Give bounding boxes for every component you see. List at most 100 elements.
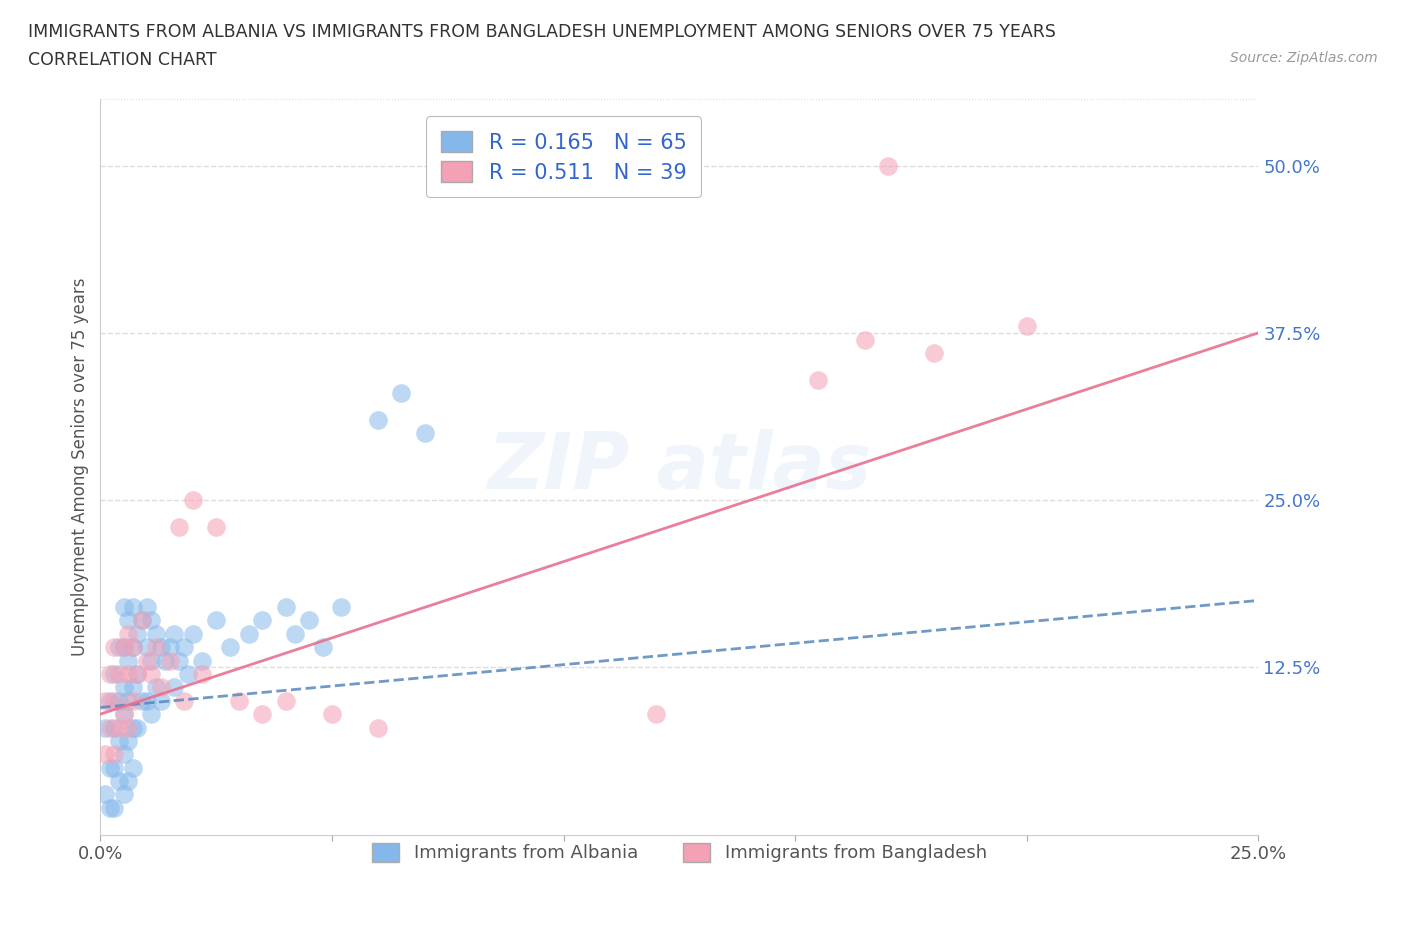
Point (108, 667, 131, 682)
Point (127, 627, 149, 642)
Point (117, 667, 139, 682)
Point (117, 774, 139, 789)
Point (108, 720, 131, 735)
Point (807, 372, 830, 387)
Point (159, 653, 181, 668)
Point (173, 694, 195, 709)
Point (149, 694, 172, 709)
Point (108, 774, 131, 789)
Text: Source: ZipAtlas.com: Source: ZipAtlas.com (1230, 51, 1378, 65)
Point (131, 694, 153, 709)
Point (135, 694, 157, 709)
Point (177, 667, 200, 682)
Point (167, 653, 190, 668)
Point (252, 707, 274, 722)
Point (108, 640, 131, 655)
Point (103, 720, 125, 735)
Point (121, 720, 143, 735)
Point (181, 493, 204, 508)
Point (413, 426, 436, 441)
Point (205, 519, 228, 534)
Point (127, 667, 149, 682)
Point (219, 640, 242, 655)
Point (108, 694, 131, 709)
Point (922, 345, 945, 360)
Point (121, 760, 143, 775)
Point (127, 720, 149, 735)
Point (112, 640, 135, 655)
Point (121, 640, 143, 655)
Point (163, 680, 186, 695)
Text: IMMIGRANTS FROM ALBANIA VS IMMIGRANTS FROM BANGLADESH UNEMPLOYMENT AMONG SENIORS: IMMIGRANTS FROM ALBANIA VS IMMIGRANTS FR… (28, 23, 1056, 41)
Point (876, 158, 898, 173)
Y-axis label: Unemployment Among Seniors over 75 years: Unemployment Among Seniors over 75 years (72, 277, 89, 656)
Point (98, 720, 121, 735)
Point (135, 653, 157, 668)
Point (135, 600, 157, 615)
Point (112, 600, 135, 615)
Point (367, 412, 389, 427)
Point (645, 707, 668, 722)
Point (284, 627, 307, 642)
Point (103, 747, 125, 762)
Point (112, 707, 135, 722)
Point (117, 613, 139, 628)
Point (135, 640, 157, 655)
Point (117, 720, 139, 735)
Point (141, 653, 163, 668)
Point (159, 640, 181, 655)
Point (853, 332, 876, 347)
Point (155, 653, 177, 668)
Text: ZIP atlas: ZIP atlas (488, 429, 872, 505)
Point (103, 694, 125, 709)
Point (121, 600, 143, 615)
Point (98, 801, 121, 816)
Point (131, 613, 153, 628)
Point (330, 600, 353, 615)
Point (145, 627, 167, 642)
Point (1015, 319, 1038, 334)
Point (252, 613, 274, 628)
Point (103, 667, 125, 682)
Point (117, 653, 139, 668)
Point (238, 627, 260, 642)
Point (298, 613, 321, 628)
Point (121, 640, 143, 655)
Point (145, 680, 167, 695)
Point (141, 667, 163, 682)
Point (228, 694, 250, 709)
Point (117, 627, 139, 642)
Point (274, 694, 297, 709)
Point (98, 760, 121, 775)
Point (98, 667, 121, 682)
Point (149, 640, 172, 655)
Point (98, 694, 121, 709)
Point (112, 707, 135, 722)
Point (181, 627, 204, 642)
Point (112, 680, 135, 695)
Point (121, 680, 143, 695)
Legend: Immigrants from Albania, Immigrants from Bangladesh: Immigrants from Albania, Immigrants from… (366, 836, 994, 870)
Point (163, 627, 186, 642)
Point (145, 640, 167, 655)
Point (117, 694, 139, 709)
Point (94, 694, 117, 709)
Point (103, 640, 125, 655)
Point (141, 707, 163, 722)
Point (94, 720, 117, 735)
Point (117, 734, 139, 749)
Point (167, 519, 190, 534)
Point (127, 667, 149, 682)
Point (367, 720, 389, 735)
Point (108, 734, 131, 749)
Point (149, 680, 172, 695)
Point (112, 747, 135, 762)
Point (112, 640, 135, 655)
Point (312, 640, 335, 655)
Point (103, 760, 125, 775)
Point (191, 653, 214, 668)
Point (191, 667, 214, 682)
Point (274, 600, 297, 615)
Text: CORRELATION CHART: CORRELATION CHART (28, 51, 217, 69)
Point (103, 801, 125, 816)
